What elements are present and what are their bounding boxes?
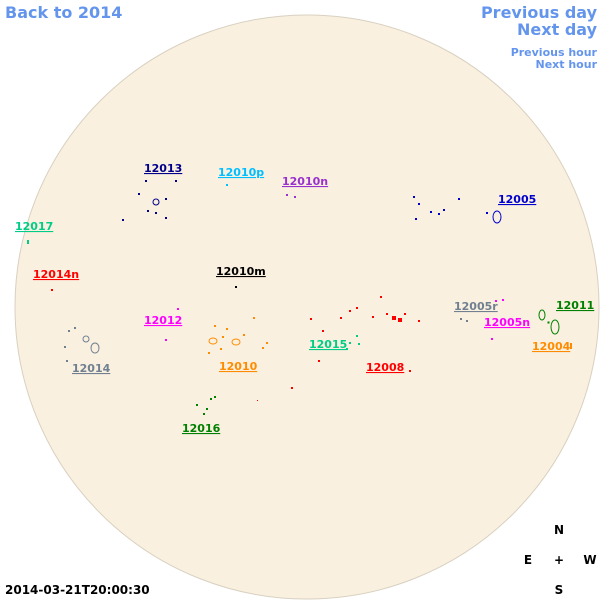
next-hour-link[interactable]: Next hour: [536, 58, 598, 71]
region-label[interactable]: 12015: [309, 338, 347, 351]
region-label[interactable]: 12014n: [33, 268, 79, 281]
next-day-link[interactable]: Next day: [517, 20, 598, 39]
back-link[interactable]: Back to 2014: [5, 3, 122, 22]
compass-west: W: [583, 553, 596, 567]
region-label[interactable]: 12005n: [484, 316, 530, 329]
previous-day-link[interactable]: Previous day: [481, 3, 598, 22]
compass-south: S: [555, 583, 564, 597]
region-label[interactable]: 12017: [15, 220, 53, 233]
region-label[interactable]: 12008: [366, 361, 404, 374]
region-label[interactable]: 12010n: [282, 175, 328, 188]
region-label[interactable]: 12014: [72, 362, 111, 375]
solar-disk: [14, 14, 600, 600]
region-label[interactable]: 12010m: [216, 265, 266, 278]
region-label[interactable]: 12012: [144, 314, 182, 327]
compass-east: E: [524, 553, 532, 567]
region-label[interactable]: 12010p: [218, 166, 264, 179]
timestamp: 2014-03-21T20:00:30: [5, 583, 150, 597]
region-label[interactable]: 12004: [532, 340, 571, 353]
region-label[interactable]: 12016: [182, 422, 221, 435]
region-label[interactable]: 12005r: [454, 300, 498, 313]
region-label[interactable]: 12013: [144, 162, 182, 175]
previous-hour-link[interactable]: Previous hour: [511, 46, 598, 59]
compass-center: +: [554, 553, 564, 567]
region-label[interactable]: 12011: [556, 299, 594, 312]
compass-north: N: [554, 523, 564, 537]
sunspots: [27, 180, 572, 415]
region-label[interactable]: 12005: [498, 193, 536, 206]
region-label[interactable]: 12010: [219, 360, 258, 373]
